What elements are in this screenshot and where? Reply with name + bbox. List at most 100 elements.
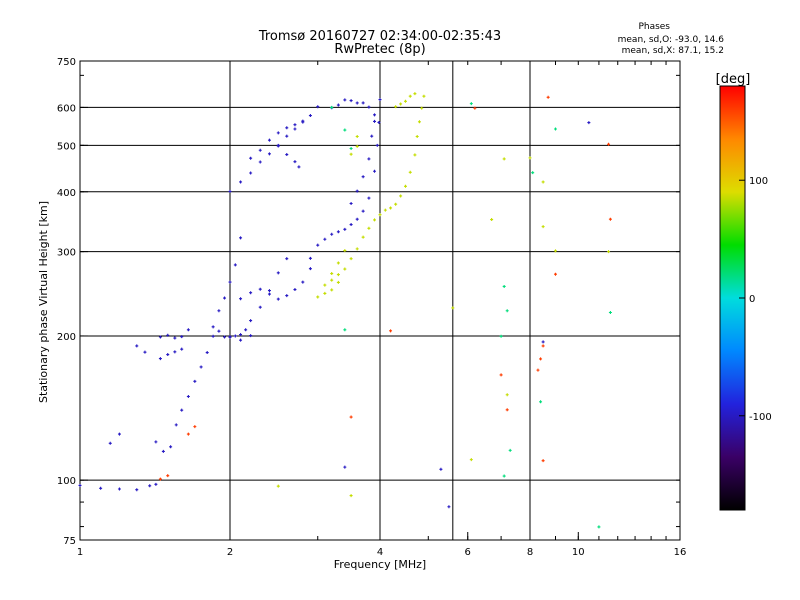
data-point bbox=[505, 393, 509, 397]
x-axis-label: Frequency [MHz] bbox=[334, 558, 426, 571]
data-point bbox=[349, 257, 353, 261]
data-point bbox=[447, 505, 451, 509]
y-tick-label: 400 bbox=[57, 188, 76, 199]
data-point bbox=[166, 333, 170, 337]
y-tick-label: 750 bbox=[57, 57, 76, 68]
data-point bbox=[541, 180, 545, 184]
data-point bbox=[349, 152, 353, 156]
data-point bbox=[293, 123, 297, 127]
data-point bbox=[293, 160, 297, 164]
x-tick-label: 2 bbox=[227, 547, 233, 558]
data-point bbox=[148, 484, 152, 488]
data-point bbox=[378, 213, 382, 217]
data-series bbox=[78, 98, 591, 509]
data-point bbox=[186, 432, 190, 436]
data-point bbox=[355, 144, 359, 148]
data-point bbox=[502, 284, 506, 288]
x-tick-label: 10 bbox=[572, 547, 585, 558]
data-point bbox=[607, 142, 611, 146]
data-point bbox=[608, 217, 612, 221]
data-point bbox=[373, 169, 377, 173]
data-point bbox=[276, 297, 280, 301]
data-point bbox=[173, 336, 177, 340]
data-point bbox=[330, 105, 334, 109]
data-point bbox=[541, 344, 545, 348]
data-point bbox=[308, 267, 312, 271]
data-point bbox=[417, 120, 421, 124]
data-point bbox=[349, 99, 353, 103]
data-point bbox=[408, 94, 412, 98]
data-point bbox=[399, 102, 403, 106]
data-point bbox=[293, 288, 297, 292]
data-point bbox=[367, 105, 371, 109]
data-point bbox=[249, 319, 253, 323]
data-point bbox=[180, 408, 184, 412]
data-point bbox=[355, 134, 359, 138]
data-point bbox=[169, 445, 173, 449]
data-point bbox=[355, 247, 359, 251]
data-point bbox=[108, 441, 112, 445]
data-point bbox=[343, 465, 347, 469]
data-point bbox=[413, 153, 417, 157]
data-point bbox=[330, 278, 334, 282]
data-point bbox=[233, 263, 237, 267]
data-point bbox=[135, 344, 139, 348]
data-point bbox=[587, 121, 591, 125]
y-tick-label: 600 bbox=[57, 103, 76, 114]
data-point bbox=[330, 272, 334, 276]
data-point bbox=[323, 283, 327, 287]
data-point bbox=[349, 223, 353, 227]
data-point bbox=[211, 325, 215, 329]
data-point bbox=[469, 458, 473, 462]
data-point bbox=[166, 353, 170, 357]
data-point bbox=[217, 309, 221, 313]
data-point bbox=[239, 333, 243, 337]
data-point bbox=[502, 474, 506, 478]
data-point bbox=[228, 189, 232, 193]
data-point bbox=[239, 236, 243, 240]
data-point bbox=[394, 202, 398, 206]
x-tick-label: 6 bbox=[465, 547, 471, 558]
data-point bbox=[490, 218, 494, 222]
data-point bbox=[355, 189, 359, 193]
data-point bbox=[249, 291, 253, 295]
data-point bbox=[546, 95, 550, 99]
data-point bbox=[193, 379, 197, 383]
data-point bbox=[330, 288, 334, 292]
colorbar-tick-label: -100 bbox=[749, 412, 772, 423]
data-point bbox=[439, 467, 443, 471]
data-point bbox=[608, 311, 612, 315]
data-series bbox=[330, 102, 612, 529]
data-point bbox=[373, 119, 377, 123]
data-point bbox=[349, 201, 353, 205]
data-point bbox=[249, 171, 253, 175]
data-point bbox=[180, 347, 184, 351]
data-point bbox=[349, 494, 353, 498]
data-point bbox=[499, 334, 503, 338]
phases-x-stats: mean, sd,X: 87.1, 15.2 bbox=[622, 46, 724, 56]
x-tick-label: 4 bbox=[377, 547, 383, 558]
data-point bbox=[117, 432, 121, 436]
data-point bbox=[276, 143, 280, 147]
data-point bbox=[343, 98, 347, 102]
x-tick-label: 1 bbox=[77, 547, 83, 558]
data-point bbox=[180, 335, 184, 339]
data-point bbox=[413, 92, 417, 96]
data-point bbox=[166, 474, 170, 478]
data-point bbox=[370, 134, 374, 138]
data-point bbox=[323, 291, 327, 295]
data-point bbox=[408, 170, 412, 174]
data-point bbox=[330, 232, 334, 236]
data-point bbox=[285, 257, 289, 261]
data-point bbox=[505, 309, 509, 313]
data-point bbox=[508, 448, 512, 452]
data-point bbox=[258, 148, 262, 152]
data-point bbox=[205, 351, 209, 355]
data-point bbox=[355, 217, 359, 221]
data-point bbox=[239, 180, 243, 184]
data-point bbox=[228, 280, 232, 284]
y-tick-label: 500 bbox=[57, 141, 76, 152]
phases-label: Phases bbox=[638, 22, 670, 32]
data-point bbox=[154, 440, 158, 444]
